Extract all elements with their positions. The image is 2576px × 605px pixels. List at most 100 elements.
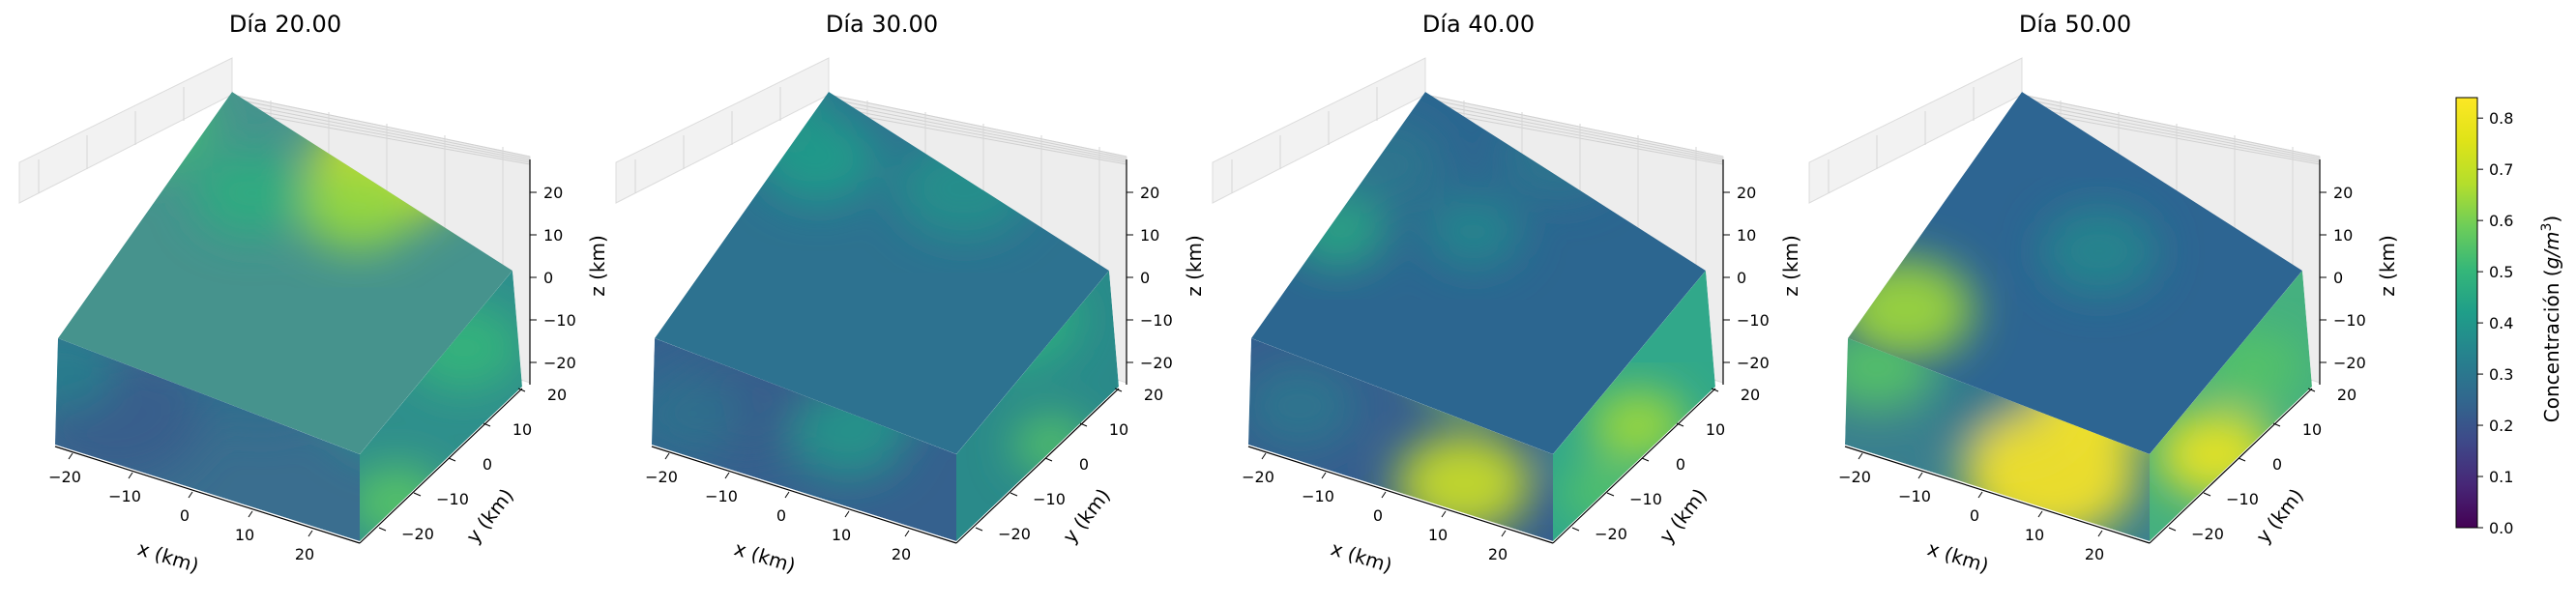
- z-tick-label: 0: [1737, 269, 1746, 287]
- z-tick-label: 20: [543, 184, 563, 202]
- y-tick-label: −20: [1595, 525, 1627, 543]
- back-pane-left: [1212, 57, 1426, 204]
- y-tick-label: 20: [547, 386, 567, 404]
- back-pane-left: [1808, 57, 2023, 204]
- x-axis-line: [1844, 446, 2151, 544]
- x-tick-label: −10: [1898, 487, 1931, 505]
- y-axis-label: y (km): [461, 484, 518, 548]
- x-tick-label: 20: [2085, 545, 2104, 563]
- z-tick-label: −10: [543, 311, 576, 330]
- colorbar-tick-label: 0.6: [2489, 212, 2513, 230]
- z-tick-label: 10: [1140, 226, 1159, 245]
- back-pane-left: [18, 57, 233, 204]
- colorbar-label-unit: g/m: [2540, 232, 2563, 270]
- back-pane-left: [615, 57, 830, 204]
- y-tick-label: −10: [436, 490, 469, 508]
- colorbar-label-prefix: Concentración (: [2540, 269, 2563, 422]
- y-tick-label: −10: [2226, 490, 2259, 508]
- x-axis-label: x (km): [135, 536, 202, 577]
- y-axis-line: [955, 388, 1120, 544]
- y-axis-label: y (km): [2251, 484, 2308, 548]
- z-tick-label: 10: [543, 226, 563, 245]
- y-tick-label: 0: [483, 455, 492, 474]
- x-axis-line: [651, 446, 957, 544]
- z-tick-label: 20: [1737, 184, 1756, 202]
- z-axis-label: z (km): [1779, 235, 1802, 297]
- x-tick-label: 0: [1373, 506, 1383, 525]
- x-axis-label: x (km): [1329, 536, 1395, 577]
- z-tick-label: 0: [1140, 269, 1150, 287]
- y-tick-label: −10: [1033, 490, 1066, 508]
- y-tick-label: 20: [1741, 386, 1760, 404]
- y-tick-label: −20: [2191, 525, 2224, 543]
- x-tick-label: −10: [1302, 487, 1334, 505]
- x-tick-label: 10: [1428, 526, 1448, 544]
- colorbar-tick-label: 0.0: [2489, 519, 2513, 537]
- colorbar-label-suffix: ): [2540, 216, 2563, 223]
- y-tick-label: 0: [1079, 455, 1089, 474]
- x-axis-label: x (km): [732, 536, 799, 577]
- z-tick-label: −20: [1140, 354, 1173, 372]
- z-tick-label: −10: [1737, 311, 1770, 330]
- y-axis-label: y (km): [1058, 484, 1115, 548]
- y-tick-label: 0: [2272, 455, 2282, 474]
- colorbar-tick-label: 0.2: [2489, 417, 2513, 435]
- y-axis-line: [2149, 388, 2313, 544]
- top-face: [1848, 92, 2302, 454]
- x-axis-line: [54, 446, 361, 544]
- x-tick-label: −20: [1838, 468, 1871, 486]
- z-tick-label: −20: [1737, 354, 1770, 372]
- colorbar-gradient: [2455, 97, 2478, 529]
- x-tick-label: −10: [108, 487, 141, 505]
- y-tick-label: −20: [401, 525, 434, 543]
- x-tick-label: 10: [235, 526, 254, 544]
- y-axis-label: y (km): [1654, 484, 1712, 548]
- x-tick-label: 20: [892, 545, 911, 563]
- x-tick-label: 10: [2025, 526, 2044, 544]
- x-tick-label: 10: [832, 526, 851, 544]
- x-tick-label: −20: [48, 468, 81, 486]
- x-tick-label: −10: [705, 487, 738, 505]
- z-tick-label: −20: [543, 354, 576, 372]
- z-tick-label: 0: [543, 269, 553, 287]
- z-axis-label: z (km): [2376, 235, 2399, 297]
- colorbar-tick-label: 0.5: [2489, 263, 2513, 281]
- panel-title: Día 50.00: [2019, 11, 2131, 38]
- x-tick-label: 0: [1970, 506, 1979, 525]
- x-tick-label: 0: [776, 506, 786, 525]
- colorbar-tick-label: 0.4: [2489, 314, 2513, 332]
- panel-title: Día 20.00: [229, 11, 341, 38]
- colorbar-tick-label: 0.7: [2489, 160, 2513, 179]
- y-tick-label: −20: [998, 525, 1031, 543]
- x-axis-line: [1247, 446, 1554, 544]
- z-tick-label: 10: [1737, 226, 1756, 245]
- panel-title: Día 40.00: [1422, 11, 1535, 38]
- z-tick-label: 20: [1140, 184, 1159, 202]
- colorbar-label-sup: 3: [2539, 223, 2555, 232]
- x-tick-label: 20: [295, 545, 314, 563]
- x-tick-label: 20: [1488, 545, 1508, 563]
- colorbar: 0.0 0.1 0.2 0.3 0.4 0.5 0.6 0.7 0.8 Concentración…: [2455, 97, 2563, 537]
- colorbar-label: Concentración (g/m3): [2539, 216, 2563, 422]
- y-tick-label: 20: [1144, 386, 1163, 404]
- y-tick-label: 20: [2337, 386, 2356, 404]
- y-tick-label: 0: [1676, 455, 1685, 474]
- y-axis-line: [359, 388, 523, 544]
- z-tick-label: 0: [2333, 269, 2343, 287]
- y-tick-label: 10: [1109, 420, 1128, 439]
- y-axis-line: [1552, 388, 1716, 544]
- z-axis-label: z (km): [586, 235, 609, 297]
- z-tick-label: 20: [2333, 184, 2353, 202]
- z-tick-label: 10: [2333, 226, 2353, 245]
- z-tick-label: −10: [1140, 311, 1173, 330]
- x-axis-label: x (km): [1925, 536, 1992, 577]
- y-tick-label: 10: [2302, 420, 2322, 439]
- x-tick-label: −20: [645, 468, 678, 486]
- z-axis-label: z (km): [1183, 235, 1206, 297]
- colorbar-tick-label: 0.8: [2489, 109, 2513, 128]
